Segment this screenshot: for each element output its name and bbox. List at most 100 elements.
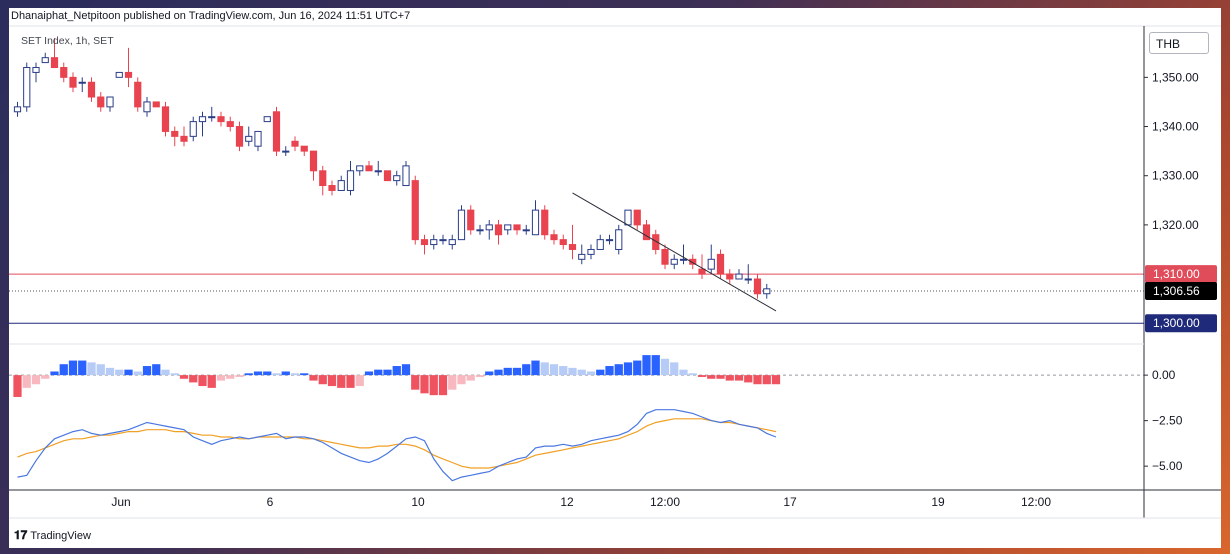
macd-histogram-bar xyxy=(707,375,716,379)
axes-layer: 1,350.00 1,340.00 1,330.00 1,320.00 0.00 −2.5… xyxy=(9,25,1221,519)
macd-histogram-bar xyxy=(41,375,50,379)
candle-body xyxy=(633,209,641,226)
candle-body xyxy=(374,170,382,173)
candle-body xyxy=(282,150,290,153)
candle-body xyxy=(550,234,558,241)
time-tick-label: Jun xyxy=(111,495,130,509)
macd-histogram-bar xyxy=(179,375,189,379)
candle-body xyxy=(217,116,225,123)
candle-body xyxy=(448,239,456,246)
macd-histogram-bar xyxy=(142,366,152,376)
macd-histogram-bar xyxy=(161,369,170,376)
macd-histogram-bar xyxy=(244,373,253,376)
price-tag xyxy=(1145,314,1217,333)
candle-body xyxy=(106,96,114,108)
macd-histogram-bar xyxy=(401,364,411,376)
macd-tick-label: −5.00 xyxy=(1152,459,1183,473)
candle-body xyxy=(134,81,142,108)
macd-histogram-bar xyxy=(207,375,216,388)
macd-histogram-bar xyxy=(503,367,512,376)
trendline-layer[interactable] xyxy=(572,192,777,312)
candle-body xyxy=(411,180,419,241)
candles-layer xyxy=(13,38,771,299)
macd-histogram-bar xyxy=(152,364,161,376)
time-tick-label: 12:00 xyxy=(650,495,680,509)
footer-brand-name: TradingView xyxy=(30,530,91,542)
candle-body xyxy=(319,170,327,187)
price-tag-label: 1,300.00 xyxy=(1153,316,1200,330)
macd-histogram-bar xyxy=(272,373,281,376)
candle-body xyxy=(124,71,133,78)
macd-histogram-bar xyxy=(762,375,771,385)
macd-histogram-bar xyxy=(448,375,457,390)
macd-histogram-bar xyxy=(753,375,762,385)
macd-histogram-bar xyxy=(300,373,309,376)
candle-body xyxy=(531,209,540,236)
candle-body xyxy=(300,145,308,152)
chart-panel: 1,350.00 1,340.00 1,330.00 1,320.00 0.00 −2.5… xyxy=(9,8,1221,548)
candle-body xyxy=(337,180,345,191)
candle-body xyxy=(735,273,743,280)
symbol-legend[interactable]: SET Index, 1h, SET xyxy=(21,35,114,47)
macd-histogram-bar xyxy=(392,366,401,376)
macd-histogram-bar xyxy=(531,360,540,376)
time-tick-label: 6 xyxy=(267,495,274,509)
macd-histogram-bar xyxy=(549,364,559,376)
macd-histogram-bar xyxy=(189,375,198,383)
macd-histogram-bar xyxy=(494,369,503,376)
macd-histogram-bar xyxy=(133,371,142,376)
macd-histogram-bar xyxy=(96,364,105,376)
macd-histogram-bar xyxy=(364,371,374,376)
currency-button[interactable]: THB xyxy=(1149,32,1209,54)
candle-body xyxy=(291,140,299,147)
time-tick-label: 17 xyxy=(783,495,797,509)
candle-body xyxy=(383,170,392,182)
candle-body xyxy=(263,116,271,123)
macd-histogram-bar xyxy=(716,375,725,379)
candle-body xyxy=(504,224,512,231)
macd-histogram-bar xyxy=(170,373,179,376)
footer-brand[interactable]: 𝟏𝟕 TradingView xyxy=(14,528,91,543)
macd-layer xyxy=(9,355,1144,482)
macd-histogram-bar xyxy=(679,369,688,376)
macd-histogram-bar xyxy=(670,362,679,376)
signal-line xyxy=(17,418,777,469)
macd-histogram-bar xyxy=(577,369,586,376)
macd-line xyxy=(17,409,777,482)
candle-body xyxy=(208,116,216,119)
candle-body xyxy=(87,81,96,98)
time-tick-label: 10 xyxy=(411,495,425,509)
macd-histogram-bar xyxy=(522,364,531,376)
macd-histogram-bar xyxy=(688,373,697,376)
candle-body xyxy=(457,209,466,241)
chart-svg[interactable]: 1,350.00 1,340.00 1,330.00 1,320.00 0.00 −2.5… xyxy=(9,8,1221,548)
macd-histogram-bar xyxy=(475,375,485,377)
candle-body xyxy=(23,67,31,108)
price-tag xyxy=(1145,281,1217,300)
candle-body xyxy=(624,209,632,226)
price-tag xyxy=(1145,265,1217,284)
macd-histogram-bar xyxy=(744,375,753,383)
candle-body xyxy=(152,101,160,108)
candle-body xyxy=(467,209,475,231)
macd-histogram-bar xyxy=(198,375,207,387)
candle-body xyxy=(32,67,40,73)
macd-histogram-bar xyxy=(327,375,337,387)
candle-body xyxy=(226,121,234,128)
time-tick-label: 12:00 xyxy=(1021,495,1051,509)
macd-histogram-bar xyxy=(457,375,466,385)
macd-histogram-bar xyxy=(411,375,420,390)
time-tick-label: 12 xyxy=(560,495,574,509)
candle-body xyxy=(393,175,401,182)
price-tag-label: 1,310.00 xyxy=(1153,267,1200,281)
tradingview-logo-icon: 𝟏𝟕 xyxy=(14,528,28,542)
macd-histogram-bar xyxy=(253,371,263,376)
candle-body xyxy=(161,106,170,132)
candle-body xyxy=(235,126,244,147)
time-tick-label: 19 xyxy=(931,495,945,509)
candle-body xyxy=(568,244,577,250)
candle-body xyxy=(707,258,715,270)
macd-tick-label: 0.00 xyxy=(1152,368,1176,382)
macd-histogram-bar xyxy=(346,375,355,388)
macd-histogram-bar xyxy=(226,375,235,379)
